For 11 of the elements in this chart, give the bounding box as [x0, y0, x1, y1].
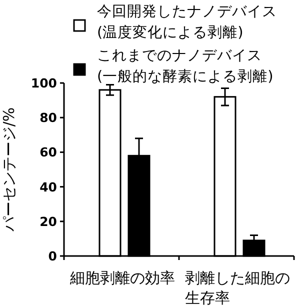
x-tick-label: 細胞剥離の効率 [69, 269, 175, 287]
y-tick-label: 80 [40, 110, 58, 126]
legend-label: これまでのナノデバイス(一般的な酵素による剥離) [97, 48, 274, 85]
y-axis-title: パーセンテージ/% [0, 107, 18, 233]
y-tick-label: 20 [40, 214, 58, 229]
y-tick-label: 100 [30, 76, 58, 90]
x-tick-label: 剥離した細胞の生存率 [185, 269, 290, 306]
y-tick-label: 0 [48, 248, 58, 264]
legend-label: 今回開発したナノデバイス(温度変化による剥離) [97, 3, 277, 41]
y-tick-label: 40 [40, 179, 58, 194]
y-tick-label: 60 [40, 144, 58, 160]
